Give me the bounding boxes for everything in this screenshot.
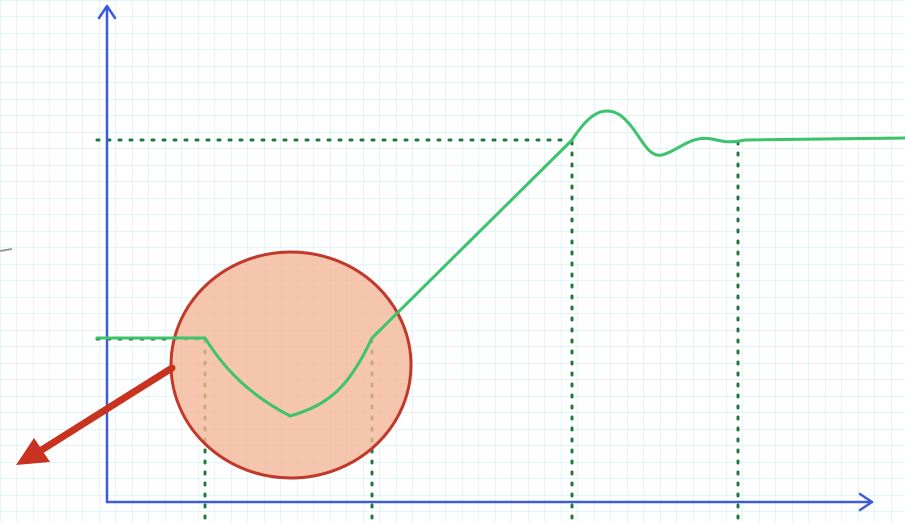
pointer-arrow [16,364,176,465]
stray-mark [0,248,13,252]
x-axis-arrow [858,492,874,512]
arrow-head [16,438,50,465]
response-curve [95,109,905,418]
highlight-circle [169,250,413,480]
y-axis-arrow [97,4,117,20]
axes [97,4,874,512]
arrow-shaft [36,364,176,455]
